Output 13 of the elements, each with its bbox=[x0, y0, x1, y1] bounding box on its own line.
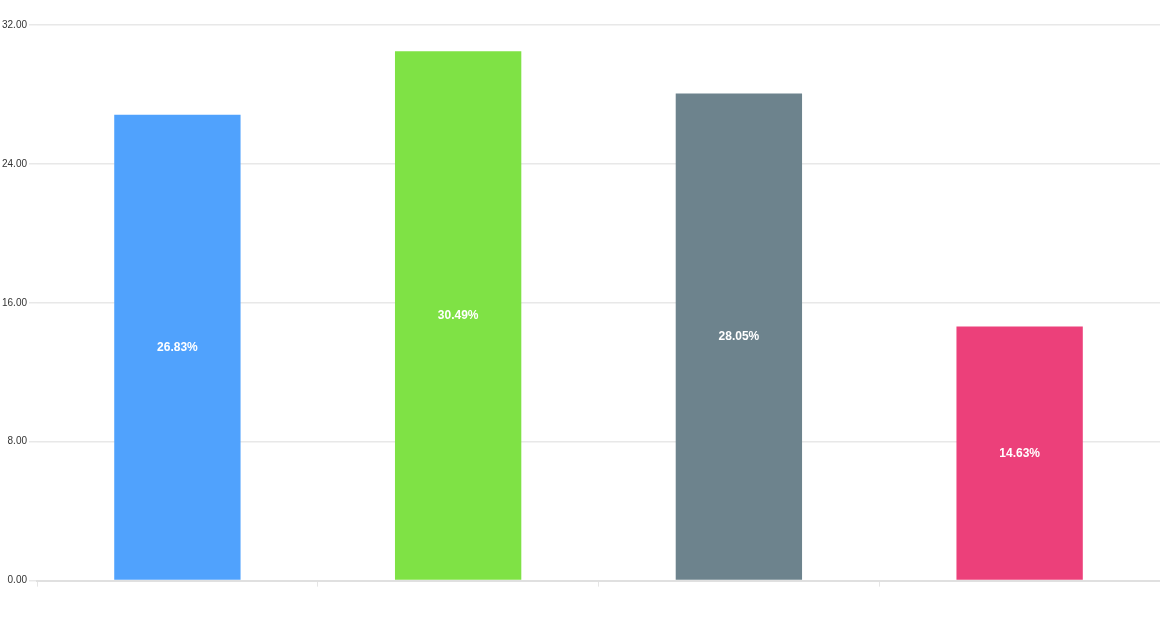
bar bbox=[114, 114, 241, 580]
bar bbox=[956, 326, 1083, 580]
data-label: 26.83% bbox=[157, 339, 199, 354]
y-tick-label: 16.00 bbox=[1, 296, 28, 308]
data-label: 28.05% bbox=[718, 329, 760, 344]
bar bbox=[394, 51, 522, 580]
data-label: 30.49% bbox=[437, 307, 479, 322]
y-tick-label: 8.00 bbox=[7, 435, 28, 447]
bar bbox=[675, 93, 803, 580]
y-tick-label: 32.00 bbox=[1, 18, 28, 30]
y-tick-label: 24.00 bbox=[1, 157, 28, 169]
data-label: 14.63% bbox=[999, 445, 1041, 460]
y-tick-label: 0.00 bbox=[7, 574, 28, 586]
